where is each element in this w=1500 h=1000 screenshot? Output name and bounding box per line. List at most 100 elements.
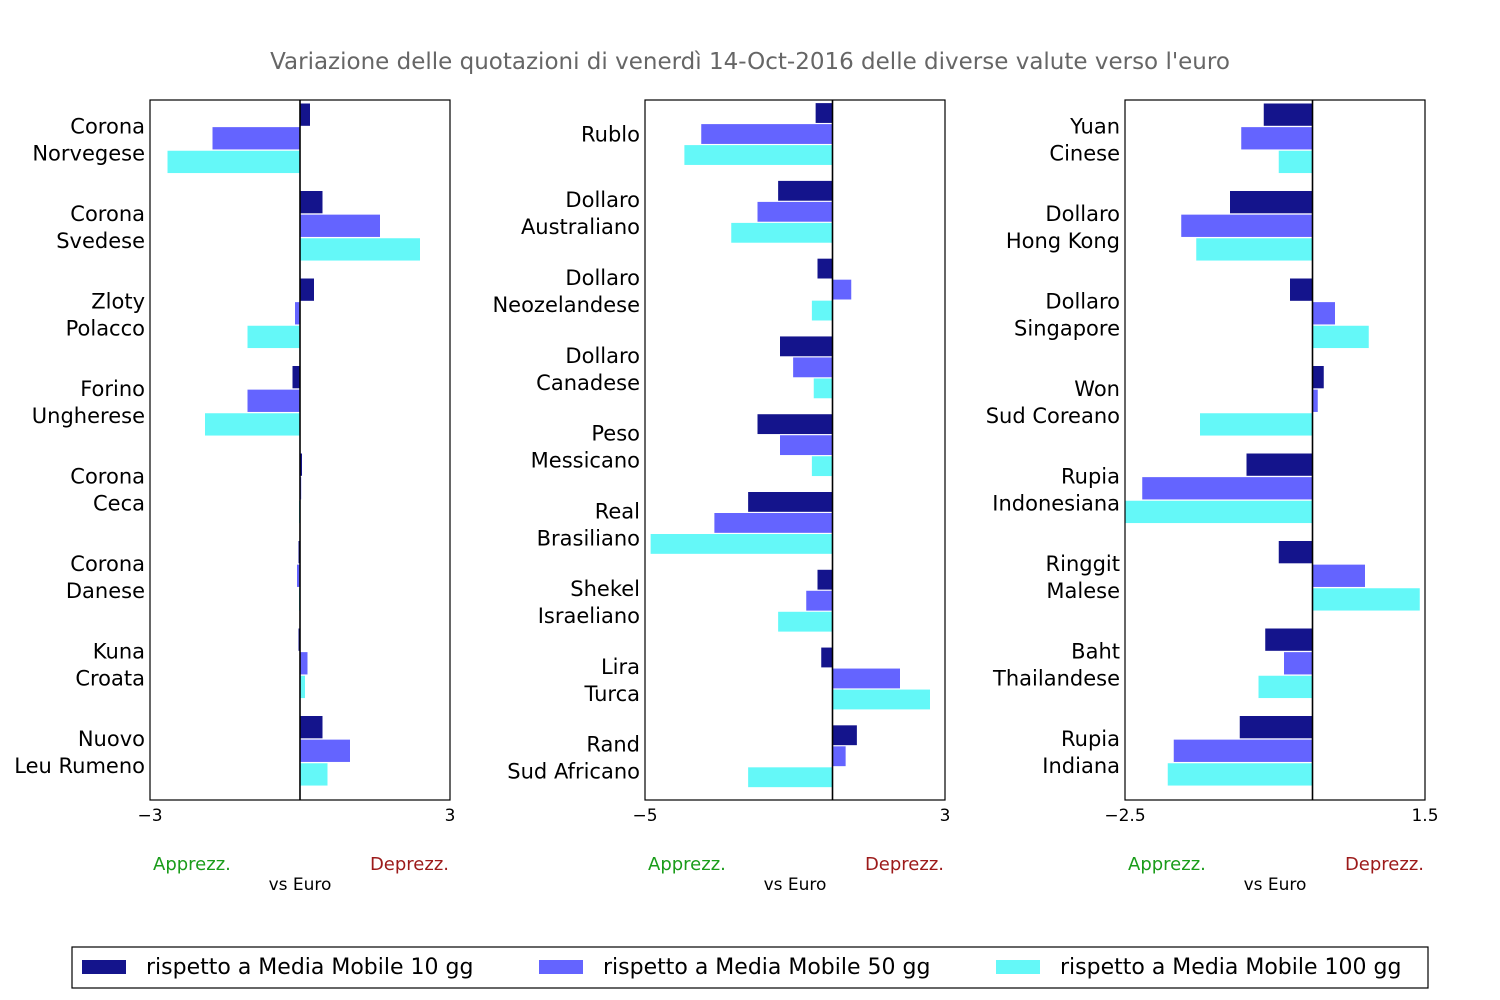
- legend: rispetto a Media Mobile 10 gg rispetto a …: [71, 946, 1429, 989]
- bar-ma100: [1200, 413, 1313, 436]
- bar-ma10: [778, 180, 833, 201]
- bar-ma100: [748, 767, 833, 788]
- x-tick-label: −5: [632, 806, 657, 826]
- bar-ma10: [1312, 366, 1324, 389]
- bar-ma100: [811, 300, 833, 321]
- bar-ma100: [832, 689, 930, 710]
- category-label: Ringgit Malese: [1046, 552, 1120, 603]
- x-axis-label: vs Euro: [764, 875, 827, 895]
- bar-ma50: [1312, 389, 1318, 412]
- deprezz-label: Deprezz.: [865, 854, 944, 875]
- bar-ma10: [1278, 541, 1313, 564]
- bar-ma50: [806, 590, 833, 611]
- bar-ma50: [300, 214, 380, 237]
- bar-ma50: [1142, 477, 1313, 500]
- bar-ma50: [1312, 564, 1365, 587]
- bar-ma50: [247, 389, 300, 412]
- category-label: Lira Turca: [583, 655, 640, 706]
- category-label: Baht Thailandese: [992, 640, 1120, 691]
- bar-ma50: [1284, 652, 1313, 675]
- panel-3: Yuan Cinese Dollaro Hong Kong Dollaro Singapo…: [986, 99, 1439, 895]
- bar-ma50: [780, 435, 833, 456]
- bar-ma50: [832, 279, 852, 300]
- bar-ma10: [300, 278, 314, 301]
- bar-ma50: [832, 746, 846, 767]
- bar-ma100: [650, 534, 833, 554]
- category-label: Corona Ceca: [70, 465, 145, 516]
- bar-ma100: [1196, 238, 1313, 261]
- x-tick-label: 1.5: [1411, 806, 1438, 826]
- x-tick-label: −3: [137, 806, 162, 826]
- bar-ma50: [832, 668, 900, 689]
- bar-ma50: [297, 564, 300, 587]
- bar-ma100: [1125, 500, 1313, 524]
- apprezz-label: Apprezz.: [648, 854, 726, 875]
- legend-label-ma50: rispetto a Media Mobile 50 gg: [603, 955, 930, 980]
- x-tick-label: −2.5: [1104, 806, 1145, 826]
- panel-1: Corona Norvegese Corona Svedese Zloty Polacco…: [14, 99, 456, 895]
- category-label: Zloty Polacco: [66, 290, 145, 341]
- category-label: Nuovo Leu Rumeno: [14, 727, 145, 778]
- bar-ma100: [167, 150, 300, 174]
- bar-ma10: [300, 716, 323, 739]
- bar-ma10: [300, 453, 302, 476]
- category-label: Dollaro Neozelandese: [492, 266, 640, 317]
- legend-swatch-ma100: [996, 960, 1040, 974]
- chart-title: Variazione delle quotazioni di venerdì 1…: [270, 49, 1230, 75]
- bar-ma10: [757, 414, 833, 435]
- deprezz-label: Deprezz.: [370, 854, 449, 875]
- category-label: Real Brasiliano: [537, 499, 640, 550]
- chart-panels: Corona Norvegese Corona Svedese Zloty Polacco…: [14, 99, 1439, 895]
- panel-frame: [644, 99, 946, 801]
- bar-ma10: [300, 103, 310, 126]
- bar-ma50: [212, 127, 300, 150]
- panel-frame: [1124, 99, 1426, 801]
- bar-ma100: [247, 325, 300, 349]
- bar-ma50: [757, 201, 833, 222]
- apprezz-label: Apprezz.: [1128, 854, 1206, 875]
- bar-ma100: [731, 222, 833, 243]
- x-axis-label: vs Euro: [1244, 875, 1307, 895]
- bar-ma10: [821, 647, 833, 668]
- bar-ma100: [1312, 325, 1369, 349]
- bar-ma10: [1290, 278, 1313, 301]
- x-tick-label: 3: [445, 806, 456, 826]
- bar-ma10: [748, 492, 833, 512]
- bar-ma10: [817, 569, 833, 590]
- category-label: Corona Norvegese: [32, 115, 145, 166]
- bar-ma10: [817, 258, 833, 279]
- bar-ma50: [300, 652, 308, 675]
- category-label: Dollaro Singapore: [1014, 290, 1120, 341]
- panel-frame: [149, 99, 451, 801]
- category-label: Shekel Israeliano: [538, 577, 640, 628]
- bar-ma10: [780, 336, 833, 357]
- bar-ma100: [684, 145, 833, 165]
- category-label: Dollaro Hong Kong: [1006, 202, 1120, 253]
- bar-ma50: [300, 739, 350, 762]
- category-label: Peso Messicano: [531, 422, 640, 473]
- bar-ma10: [300, 191, 323, 214]
- bar-ma100: [300, 763, 328, 786]
- bar-ma100: [1258, 675, 1313, 699]
- bar-ma50: [1312, 302, 1335, 325]
- category-label: Corona Svedese: [56, 202, 145, 253]
- bar-ma10: [292, 366, 300, 389]
- bar-ma10: [1263, 103, 1313, 126]
- bar-ma50: [295, 302, 300, 325]
- bar-ma100: [205, 413, 300, 436]
- x-tick-label: 3: [940, 806, 951, 826]
- bar-ma100: [778, 611, 833, 632]
- bar-ma100: [811, 456, 833, 477]
- category-label: Dollaro Australiano: [521, 188, 640, 239]
- legend-label-ma10: rispetto a Media Mobile 10 gg: [146, 955, 473, 980]
- bar-ma100: [1312, 588, 1420, 611]
- panel-2: Rublo Dollaro Australiano Dollaro Neozelande…: [492, 99, 951, 895]
- bar-ma50: [1241, 127, 1313, 150]
- category-label: Won Sud Coreano: [986, 377, 1120, 428]
- category-label: Rublo: [581, 122, 640, 146]
- category-label: Dollaro Canadese: [536, 344, 640, 395]
- category-label: Forino Ungherese: [32, 377, 145, 428]
- deprezz-label: Deprezz.: [1345, 854, 1424, 875]
- bar-ma10: [1239, 716, 1313, 739]
